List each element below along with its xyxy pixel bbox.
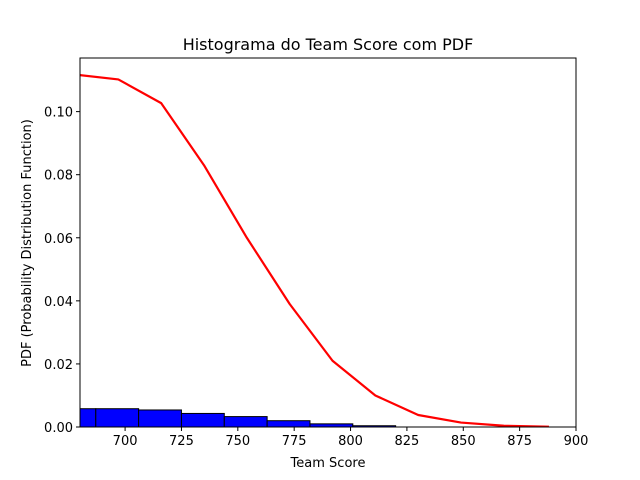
x-tick-label: 750: [225, 434, 250, 449]
x-tick-label: 700: [113, 434, 138, 449]
x-axis-label: Team Score: [290, 456, 366, 471]
x-tick-label: 875: [507, 434, 532, 449]
histogram-bar: [266, 420, 311, 427]
x-axis-ticks: 700 725 750 775 800 825 850 875 900: [113, 427, 589, 449]
x-tick-label: 775: [282, 434, 307, 449]
histogram-bar: [95, 408, 140, 427]
y-tick-label: 0.08: [44, 169, 73, 184]
y-axis-ticks: 0.00 0.02 0.04 0.06 0.08 0.10: [44, 106, 80, 436]
histogram-bar: [180, 412, 225, 427]
plot-area: [79, 57, 577, 428]
x-tick-label: 825: [394, 434, 419, 449]
chart-title: Histograma do Team Score com PDF: [183, 35, 474, 54]
histogram-bar: [80, 408, 97, 427]
y-tick-label: 0.06: [44, 232, 73, 247]
plot-frame: [79, 57, 577, 428]
x-tick-label: 725: [169, 434, 194, 449]
y-axis-label: PDF (Probability Distribution Function): [20, 119, 35, 367]
histogram-bar: [223, 416, 268, 427]
x-tick-label: 900: [564, 434, 589, 449]
pdf-line: [80, 74, 549, 427]
histogram-bar: [352, 425, 397, 427]
y-tick-label: 0.00: [44, 421, 73, 436]
x-tick-label: 800: [338, 434, 363, 449]
plot-marks: [80, 74, 549, 427]
histogram-bar: [138, 409, 182, 427]
y-tick-label: 0.10: [44, 106, 73, 121]
x-tick-label: 850: [451, 434, 476, 449]
y-tick-label: 0.04: [44, 295, 73, 310]
y-tick-label: 0.02: [44, 358, 73, 373]
